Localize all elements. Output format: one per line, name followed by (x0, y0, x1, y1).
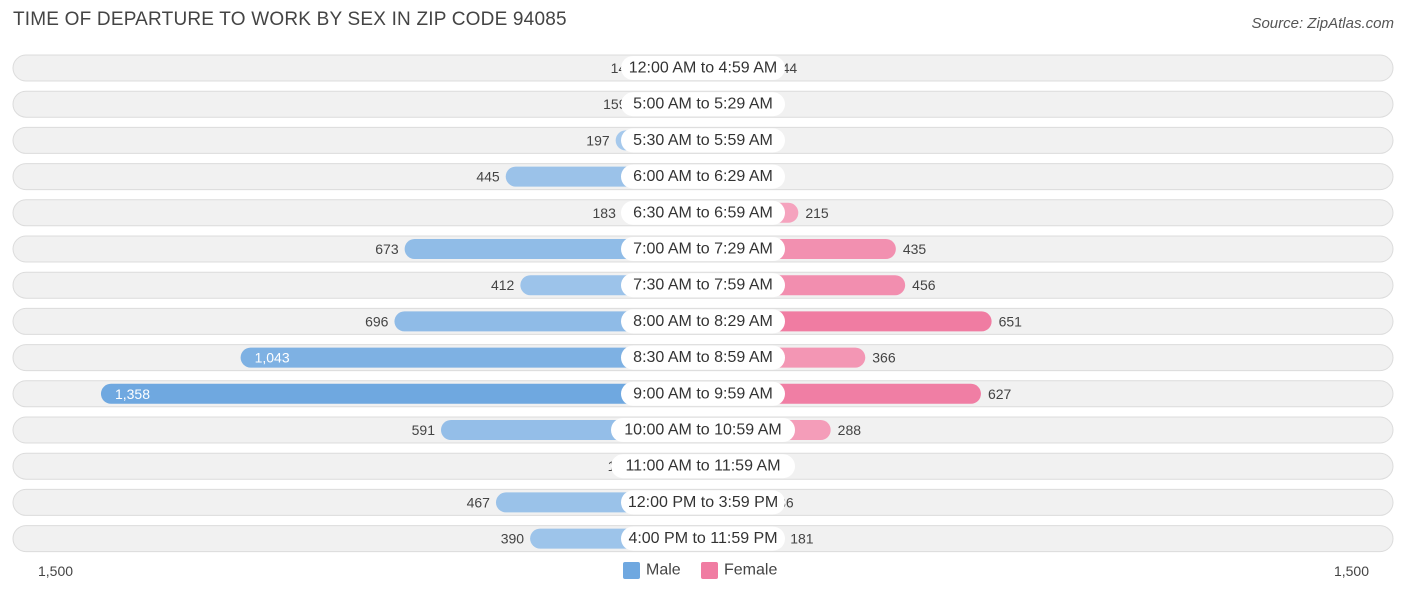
male-value-label: 467 (467, 494, 491, 510)
category-pill (621, 309, 785, 334)
category-pill (621, 273, 785, 298)
category-label: 10:00 AM to 10:59 AM (624, 422, 781, 439)
category-label: 6:00 AM to 6:29 AM (633, 168, 773, 185)
male-value-label: 445 (476, 169, 500, 185)
x-axis-left-label: 1,500 (38, 563, 73, 579)
male-value-label: 1,043 (255, 350, 290, 366)
category-pill (611, 454, 795, 479)
female-value-label: 627 (988, 386, 1012, 402)
chart-source: Source: ZipAtlas.com (1251, 15, 1394, 32)
category-label: 12:00 AM to 4:59 AM (629, 60, 778, 77)
category-pill (621, 128, 785, 153)
category-pill (621, 381, 785, 406)
category-pill (621, 92, 785, 117)
category-label: 4:00 PM to 11:59 PM (628, 530, 777, 547)
category-label: 8:30 AM to 8:59 AM (633, 349, 773, 366)
male-value-label: 696 (365, 313, 389, 329)
category-pill (621, 200, 785, 225)
male-value-label: 412 (491, 277, 515, 293)
male-value-label: 1,358 (115, 386, 150, 402)
female-value-label: 456 (912, 277, 936, 293)
category-label: 12:00 PM to 3:59 PM (628, 494, 778, 511)
male-bar[interactable] (100, 383, 704, 404)
legend-female-swatch (701, 562, 718, 579)
legend-female-label: Female (724, 562, 777, 579)
category-pill (621, 345, 785, 370)
category-pill (621, 164, 785, 189)
category-label: 5:30 AM to 5:59 AM (633, 132, 773, 149)
category-label: 5:00 AM to 5:29 AM (633, 96, 773, 113)
male-value-label: 591 (412, 422, 436, 438)
category-label: 7:30 AM to 7:59 AM (633, 277, 773, 294)
category-pill (621, 56, 785, 80)
category-pill (621, 526, 785, 551)
category-pill (621, 490, 785, 515)
male-value-label: 390 (501, 531, 525, 547)
male-value-label: 183 (593, 205, 617, 221)
male-value-label: 159 (603, 96, 627, 112)
female-value-label: 288 (838, 422, 862, 438)
legend-male-swatch (623, 562, 640, 579)
chart-title: TIME OF DEPARTURE TO WORK BY SEX IN ZIP … (13, 9, 567, 30)
legend-male-label: Male (646, 562, 681, 579)
female-value-label: 435 (903, 241, 927, 257)
category-label: 11:00 AM to 11:59 AM (625, 458, 780, 475)
female-value-label: 366 (872, 350, 896, 366)
category-label: 8:00 AM to 8:29 AM (633, 313, 773, 330)
male-value-label: 197 (586, 132, 610, 148)
category-label: 9:00 AM to 9:59 AM (633, 385, 773, 402)
female-value-label: 651 (999, 313, 1023, 329)
category-pill (611, 418, 795, 442)
category-pill (621, 237, 785, 261)
male-bar[interactable] (240, 347, 703, 368)
x-axis-right-label: 1,500 (1334, 563, 1369, 579)
female-value-label: 215 (805, 205, 829, 221)
category-label: 7:00 AM to 7:29 AM (633, 241, 773, 258)
female-value-label: 181 (790, 531, 814, 547)
category-label: 6:30 AM to 6:59 AM (633, 204, 773, 221)
male-value-label: 673 (375, 241, 399, 257)
